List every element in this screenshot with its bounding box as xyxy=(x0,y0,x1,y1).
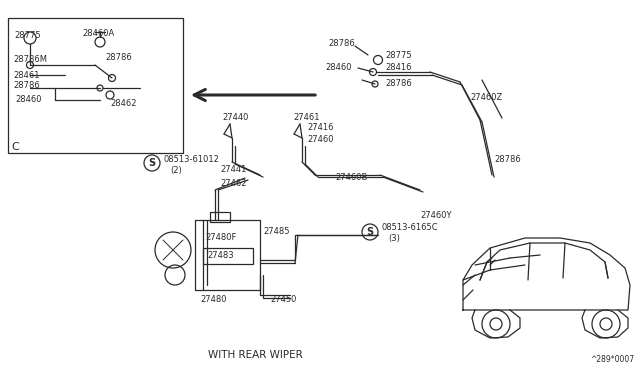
Text: 27480: 27480 xyxy=(200,295,227,305)
Text: 28786: 28786 xyxy=(13,80,40,90)
Text: 27440: 27440 xyxy=(222,113,248,122)
Text: 28786: 28786 xyxy=(328,38,355,48)
Text: 27461: 27461 xyxy=(293,113,319,122)
Text: 27460Y: 27460Y xyxy=(420,211,451,219)
Text: WITH REAR WIPER: WITH REAR WIPER xyxy=(207,350,302,360)
Text: 27416: 27416 xyxy=(307,124,333,132)
Text: 28786M: 28786M xyxy=(13,55,47,64)
Text: 27462: 27462 xyxy=(220,179,246,187)
Text: S: S xyxy=(367,227,374,237)
Text: C: C xyxy=(11,142,19,152)
Text: 28460: 28460 xyxy=(15,96,42,105)
Text: 27441: 27441 xyxy=(220,166,246,174)
Text: 27460Z: 27460Z xyxy=(470,93,502,103)
Text: 27460: 27460 xyxy=(307,135,333,144)
Bar xyxy=(8,18,183,153)
Text: 27480F: 27480F xyxy=(205,234,236,243)
Text: 28460A: 28460A xyxy=(82,29,115,38)
Text: (3): (3) xyxy=(388,234,400,243)
Text: 28786: 28786 xyxy=(494,155,521,164)
Text: (2): (2) xyxy=(170,166,182,174)
Text: ^289*0007: ^289*0007 xyxy=(590,356,634,365)
Text: 28416: 28416 xyxy=(385,64,412,73)
Text: S: S xyxy=(148,158,156,168)
Text: 27460B: 27460B xyxy=(335,173,367,183)
Text: 08513-61012: 08513-61012 xyxy=(163,155,219,164)
Text: 28775: 28775 xyxy=(14,31,40,39)
Text: 27450: 27450 xyxy=(270,295,296,305)
Text: 08513-6165C: 08513-6165C xyxy=(381,224,438,232)
Text: 28462: 28462 xyxy=(110,99,136,109)
Text: 28786: 28786 xyxy=(385,78,412,87)
Text: 27485: 27485 xyxy=(263,228,289,237)
Text: 27483: 27483 xyxy=(207,251,234,260)
Bar xyxy=(195,220,260,290)
Text: 28775: 28775 xyxy=(385,51,412,61)
Text: 28786: 28786 xyxy=(105,52,132,61)
Text: 28460: 28460 xyxy=(325,64,351,73)
Text: 28461: 28461 xyxy=(13,71,40,80)
Bar xyxy=(210,212,230,222)
Bar xyxy=(203,248,253,264)
